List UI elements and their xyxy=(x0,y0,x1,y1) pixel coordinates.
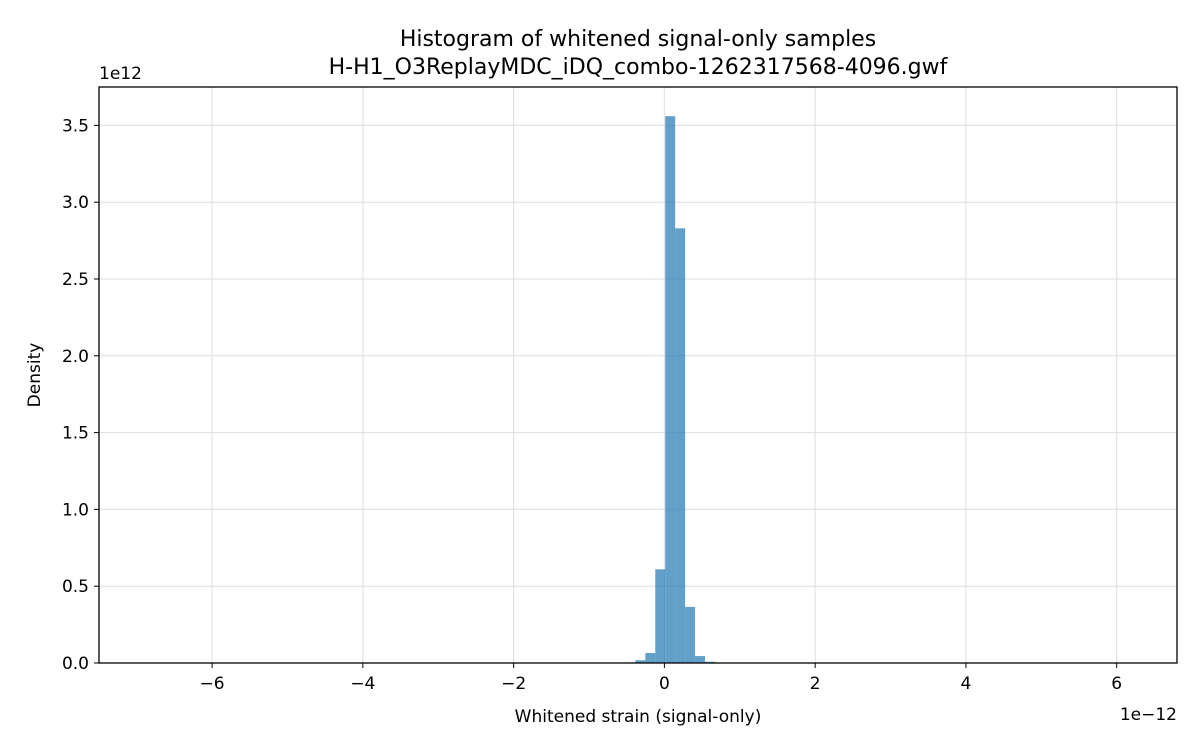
histogram-bar xyxy=(685,606,696,663)
histogram-bar xyxy=(675,228,686,663)
histogram-bars xyxy=(625,116,715,663)
x-axis-offset-label: 1e−12 xyxy=(1120,705,1177,725)
x-axis-ticks: −6 −4 −2 0 2 4 6 xyxy=(200,663,1122,694)
y-tick-label: 3.0 xyxy=(62,193,89,213)
y-axis-offset-label: 1e12 xyxy=(99,64,142,84)
y-tick-label: 2.5 xyxy=(62,270,89,290)
histogram-bar xyxy=(695,656,706,663)
histogram-bar xyxy=(635,660,646,663)
histogram-bar xyxy=(645,653,656,663)
y-axis-ticks: 0.0 0.5 1.0 1.5 2.0 2.5 3.0 3.5 xyxy=(62,116,99,674)
x-tick-label: 6 xyxy=(1111,674,1122,694)
x-tick-label: 0 xyxy=(659,674,670,694)
histogram-bar xyxy=(665,116,676,663)
y-tick-label: 2.0 xyxy=(62,347,89,367)
x-tick-label: −6 xyxy=(200,674,225,694)
x-tick-label: 4 xyxy=(961,674,972,694)
y-tick-label: 3.5 xyxy=(62,116,89,136)
y-tick-label: 0.5 xyxy=(62,577,89,597)
y-tick-label: 1.0 xyxy=(62,500,89,520)
y-tick-label: 1.5 xyxy=(62,424,89,444)
x-tick-label: −2 xyxy=(501,674,526,694)
y-axis-label: Density xyxy=(25,343,45,408)
x-axis-label: Whitened strain (signal-only) xyxy=(515,707,762,727)
chart-subtitle: H-H1_O3ReplayMDC_iDQ_combo-1262317568-40… xyxy=(329,55,949,80)
chart-title: Histogram of whitened signal-only sample… xyxy=(400,27,876,52)
grid-lines xyxy=(99,87,1177,664)
histogram-bar xyxy=(655,569,666,663)
plot-area-frame xyxy=(98,86,1178,664)
y-tick-label: 0.0 xyxy=(62,654,89,674)
x-tick-label: −4 xyxy=(350,674,375,694)
x-tick-label: 2 xyxy=(810,674,821,694)
